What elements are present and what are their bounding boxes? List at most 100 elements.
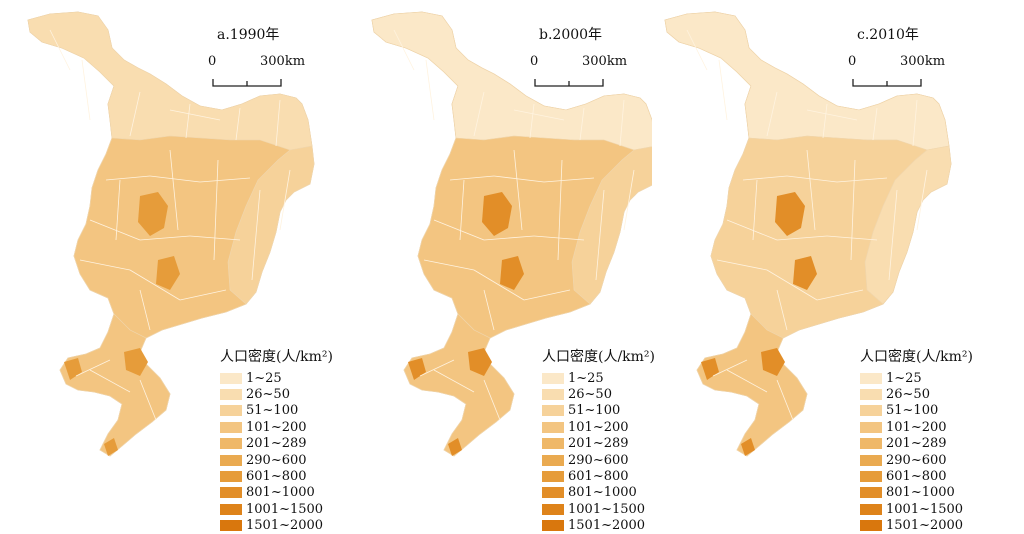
legend-label: 801~1000 (886, 485, 955, 501)
legend-item: 801~1000 (542, 485, 655, 501)
urban-core (761, 348, 785, 376)
district-boundary (579, 107, 585, 141)
district-boundary (115, 179, 121, 241)
district-boundary (49, 29, 71, 71)
legend-label: 290~600 (886, 452, 947, 468)
district-boundary (726, 369, 768, 393)
legend-swatch (542, 421, 564, 433)
legend-item: 26~50 (542, 386, 655, 402)
legend-item: 801~1000 (220, 485, 333, 501)
district-boundary (423, 259, 475, 271)
region-north (27, 11, 313, 151)
legend-item: 51~100 (860, 403, 973, 419)
legend-label: 1001~1500 (886, 501, 964, 517)
district-boundary (81, 59, 91, 121)
district-boundary (433, 369, 475, 393)
legend-swatch (860, 405, 882, 417)
district-boundary (279, 169, 291, 231)
region-south (59, 313, 171, 457)
urban-core (104, 438, 118, 456)
scale-bar-line (534, 79, 604, 87)
legend-item: 1~25 (542, 370, 655, 386)
urban-core (500, 256, 524, 290)
district-boundary (199, 177, 251, 183)
district-boundary (513, 149, 523, 231)
legend-item: 601~800 (220, 468, 333, 484)
scale-end-label: 300km (582, 54, 628, 69)
urban-core (793, 256, 817, 290)
urban-core (124, 348, 148, 376)
district-boundary (433, 219, 485, 241)
scale-bar: 0 300km (848, 54, 945, 91)
district-boundary (836, 177, 888, 183)
legend-swatch (542, 454, 564, 466)
legend: 人口密度(人/km²) 1~25 26~50 51~100 101~200 201~28… (220, 346, 333, 534)
region-north (371, 11, 652, 151)
district-boundary (493, 175, 545, 183)
legend: 人口密度(人/km²) 1~25 26~50 51~100 101~200 201~28… (860, 346, 973, 534)
district-boundary (766, 91, 778, 137)
density-map-1990 (27, 11, 315, 457)
district-boundary (139, 289, 151, 331)
legend-item: 601~800 (860, 468, 973, 484)
urban-core (468, 348, 492, 376)
district-boundary (483, 289, 495, 331)
legend-item: 601~800 (542, 468, 655, 484)
district-boundary (139, 235, 191, 241)
legend-item: 1001~1500 (542, 501, 655, 517)
district-boundary (523, 289, 571, 301)
scale-bar: 0 300km (530, 54, 627, 91)
district-boundary (850, 159, 856, 261)
district-boundary (726, 219, 778, 241)
legend-swatch (860, 454, 882, 466)
district-boundary (806, 109, 858, 121)
legend-item: 290~600 (542, 452, 655, 468)
scale-end-label: 300km (900, 54, 946, 69)
district-boundary (766, 269, 818, 301)
legend: 人口密度(人/km²) 1~25 26~50 51~100 101~200 201~28… (542, 346, 655, 534)
panel-title: c.2010年 (857, 27, 919, 43)
legend-label: 1001~1500 (246, 501, 324, 517)
legend-label: 601~800 (886, 469, 947, 485)
legend-swatch (220, 421, 242, 433)
district-boundary (169, 149, 179, 231)
legend-label: 801~1000 (246, 485, 315, 501)
panel-title: a.1990年 (217, 27, 280, 43)
legend-item: 51~100 (220, 403, 333, 419)
panel-title: b.2000年 (539, 27, 603, 43)
legend-item: 1001~1500 (860, 501, 973, 517)
legend-swatch (542, 503, 564, 515)
legend-title: 人口密度(人/km²) (542, 349, 656, 365)
legend-title: 人口密度(人/km²) (860, 349, 974, 365)
legend-label: 201~289 (246, 436, 307, 452)
legend-items: 1~25 26~50 51~100 101~200 201~289 290~600 601~… (220, 370, 333, 534)
legend-label: 601~800 (246, 469, 307, 485)
district-boundary (716, 259, 768, 271)
legend-item: 290~600 (220, 452, 333, 468)
scale-start-label: 0 (208, 54, 217, 69)
urban-core (64, 358, 82, 380)
district-boundary (718, 59, 728, 121)
district-boundary (169, 109, 221, 121)
district-boundary (776, 235, 828, 241)
legend-item: 26~50 (220, 386, 333, 402)
legend-swatch (860, 389, 882, 401)
legend-label: 51~100 (568, 403, 621, 419)
scale-bar-line (852, 79, 922, 87)
district-boundary (129, 269, 181, 301)
district-boundary (425, 59, 435, 121)
district-boundary (251, 189, 261, 281)
legend-swatch (220, 454, 242, 466)
district-boundary (419, 359, 455, 377)
legend-item: 101~200 (542, 419, 655, 435)
district-boundary (742, 175, 788, 181)
district-boundary (179, 289, 227, 301)
legend-swatch (860, 487, 882, 499)
legend-label: 101~200 (886, 419, 947, 435)
district-boundary (89, 219, 141, 241)
legend-label: 1~25 (246, 370, 282, 386)
scale-end-label: 300km (260, 54, 306, 69)
district-boundary (149, 175, 201, 183)
district-boundary (213, 159, 219, 261)
district-boundary (623, 169, 635, 231)
